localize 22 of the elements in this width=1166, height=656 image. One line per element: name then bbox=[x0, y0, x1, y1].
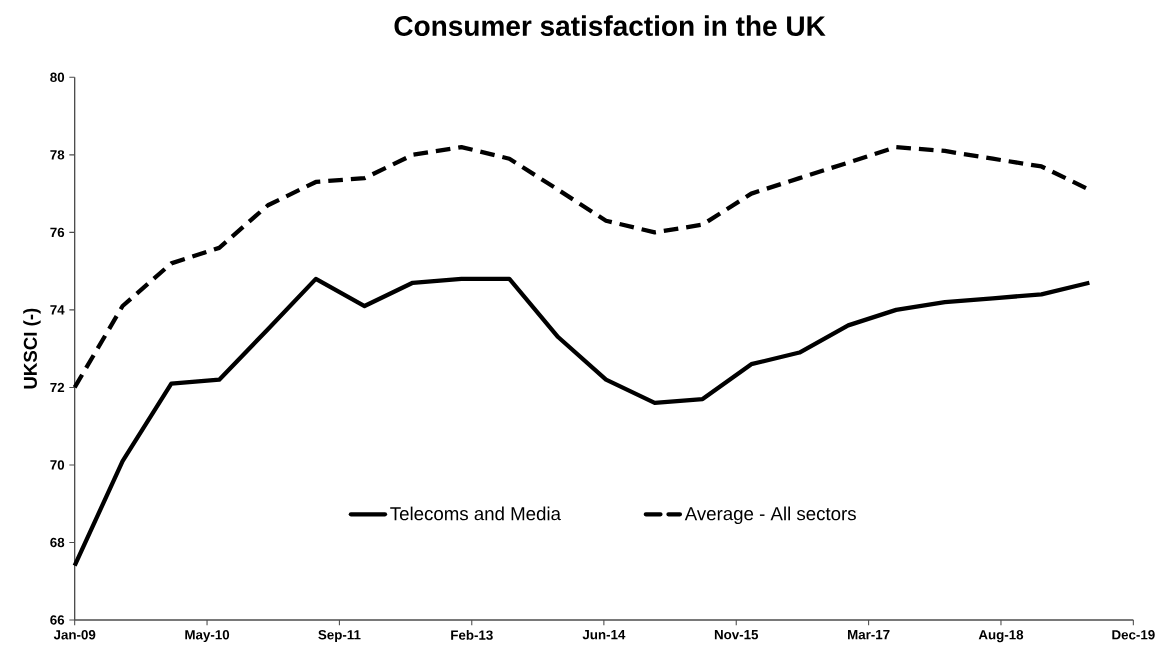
y-tick-label: 66 bbox=[50, 615, 65, 625]
x-tick-label: Nov-15 bbox=[714, 630, 759, 640]
x-tick-label: Sep-11 bbox=[318, 630, 361, 643]
y-tick-label: 76 bbox=[50, 227, 65, 238]
legend-label: Average - All sectors bbox=[684, 506, 856, 524]
y-tick-label: 80 bbox=[50, 72, 65, 83]
y-tick-label: 78 bbox=[50, 150, 65, 160]
x-tick-label: Aug-18 bbox=[978, 630, 1024, 643]
line-series bbox=[72, 276, 1092, 568]
y-axis-title: UKSCI (-) bbox=[23, 308, 41, 389]
y-tick-label: 72 bbox=[50, 382, 65, 393]
y-tick-label: 70 bbox=[50, 460, 65, 470]
x-tick-label: Mar-17 bbox=[848, 630, 890, 640]
chart-title: Consumer satisfaction in the UK bbox=[394, 15, 826, 36]
x-tick-label: May-10 bbox=[185, 630, 230, 643]
legend-label: Telecoms and Media bbox=[390, 506, 561, 521]
x-tick-label: Feb-13 bbox=[451, 630, 493, 640]
x-tick-label: Dec-19 bbox=[1112, 630, 1155, 640]
x-tick-label: Jun-14 bbox=[582, 630, 626, 640]
x-tick-label: Jan-09 bbox=[53, 630, 96, 640]
y-tick-label: 74 bbox=[50, 305, 65, 315]
y-tick-label: 68 bbox=[50, 537, 65, 548]
